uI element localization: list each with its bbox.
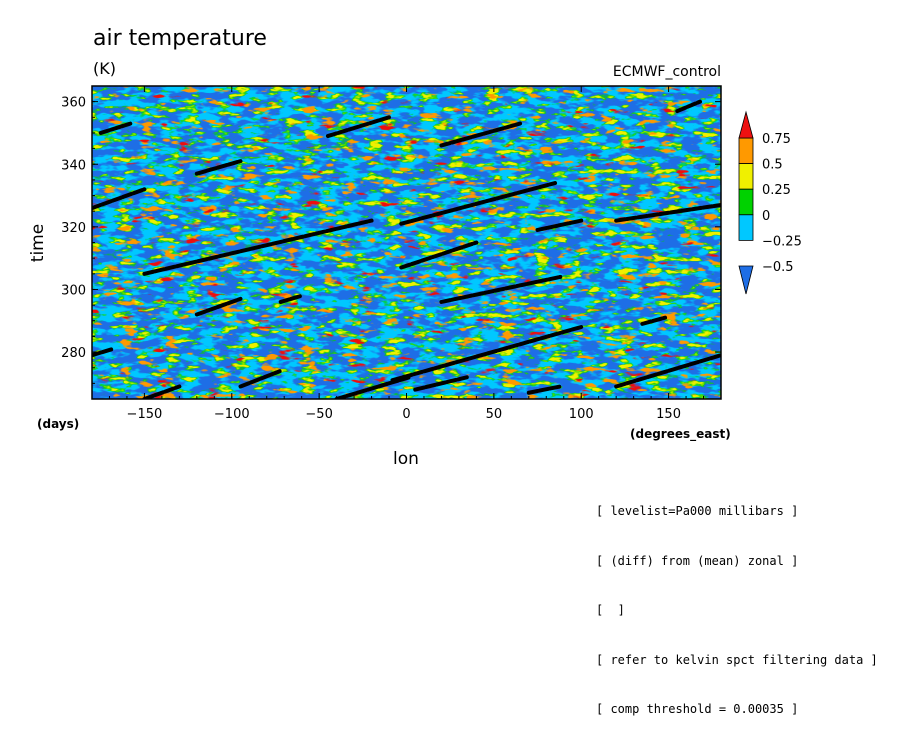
kelvin-track	[278, 293, 304, 304]
colorbar-swatch	[738, 188, 754, 216]
x-tick-label: −100	[214, 407, 250, 422]
colorbar-swatch	[738, 265, 754, 295]
y-tick-label: 340	[61, 158, 86, 173]
x-unit-label: (degrees_east)	[630, 427, 731, 442]
kelvin-track	[399, 240, 479, 270]
note-line: [ comp threshold = 0.00035 ]	[596, 702, 799, 716]
chart: air temperature (K) ECMWF_control −150 −1…	[28, 26, 802, 469]
colorbar-label: −0.25	[762, 234, 802, 249]
field-layer	[92, 86, 721, 399]
colorbar: 0.75 0.5 0.25 0 −0.25 −0.5	[738, 110, 802, 295]
colorbar-label: 0.5	[762, 158, 783, 173]
y-tick-label: 280	[61, 346, 86, 361]
metadata-notes: [ levelist=Pa000 millibars ] [ (diff) fr…	[596, 470, 878, 734]
colorbar-label: 0	[762, 209, 770, 224]
colorbar-swatch	[738, 214, 754, 241]
kelvin-track	[390, 325, 584, 383]
x-axis-label: lon	[393, 449, 419, 469]
kelvin-track	[142, 384, 182, 399]
kelvin-track	[439, 274, 563, 304]
chart-subtitle: (K)	[93, 59, 116, 78]
colorbar-label: 0.75	[762, 132, 791, 147]
kelvin-track	[535, 218, 584, 232]
x-tick-label: 0	[402, 407, 410, 422]
kelvin-track	[640, 315, 668, 326]
kelvin-track	[325, 115, 392, 139]
kelvin-track	[614, 353, 721, 389]
x-tick-label: 150	[656, 407, 681, 422]
y-tick-label: 320	[61, 221, 86, 236]
kelvin-tracks	[92, 99, 721, 399]
y-axis-label: time	[28, 224, 48, 262]
y-tick-label: 300	[61, 283, 86, 298]
kelvin-track	[526, 384, 563, 395]
heatmap-field	[92, 86, 721, 399]
colorbar-swatch	[738, 110, 754, 139]
kelvin-track	[238, 368, 283, 389]
colorbar-label: 0.25	[762, 183, 791, 198]
chart-title: air temperature	[93, 26, 267, 51]
kelvin-track	[92, 346, 115, 358]
x-tick-label: 100	[569, 407, 594, 422]
y-tick-label: 360	[61, 96, 86, 111]
kelvin-track	[399, 181, 558, 226]
note-line: [ levelist=Pa000 millibars ]	[596, 504, 799, 518]
colorbar-swatch	[738, 163, 754, 190]
x-axis: −150 −100 −50 0 50 100 150	[108, 86, 705, 422]
kelvin-track	[92, 187, 147, 211]
y-axis: 280 300 320 340 360	[61, 96, 721, 384]
kelvin-track	[194, 296, 243, 317]
x-tick-label: 50	[486, 407, 503, 422]
kelvin-track	[194, 159, 243, 176]
kelvin-track	[98, 121, 133, 135]
colorbar-label: −0.5	[762, 260, 794, 275]
note-line: [ (diff) from (mean) zonal ]	[596, 553, 799, 568]
source-label: ECMWF_control	[613, 64, 721, 80]
kelvin-track	[413, 375, 470, 392]
kelvin-track	[614, 202, 721, 223]
colorbar-swatch	[738, 137, 754, 165]
kelvin-track	[142, 218, 374, 276]
kelvin-track	[675, 99, 703, 114]
note-line: [ ]	[596, 603, 625, 617]
x-tick-label: −50	[305, 407, 332, 422]
x-tick-label: −150	[127, 407, 163, 422]
y-unit-label: (days)	[37, 417, 79, 431]
kelvin-track	[439, 121, 523, 148]
